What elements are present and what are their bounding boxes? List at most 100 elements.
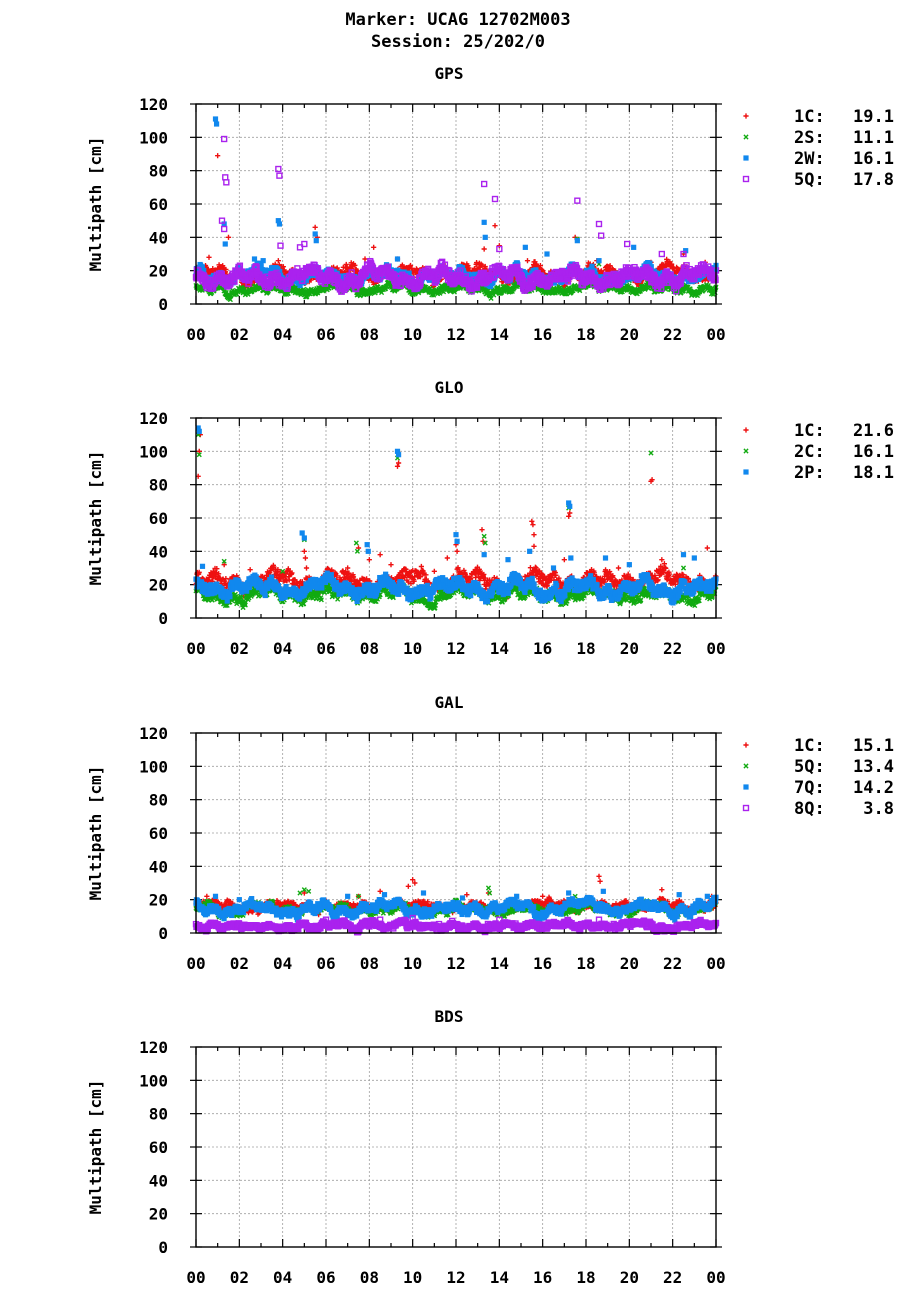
- legend-entry-2w: 2W:: [794, 149, 825, 169]
- x-tick-label: 20: [620, 639, 639, 658]
- data-point: [280, 264, 286, 270]
- data-point: [213, 121, 220, 127]
- y-tick-label: 100: [139, 128, 168, 147]
- data-point: [313, 238, 319, 244]
- x-tick-label: 12: [446, 325, 465, 344]
- x-tick-label: 00: [186, 639, 205, 658]
- x-tick-label: 02: [230, 639, 249, 658]
- chart-title: GLO: [435, 378, 464, 397]
- y-tick-label: 60: [149, 509, 168, 528]
- legend-entry-5q: 5Q:: [794, 170, 825, 190]
- legend-entry-1c: 1C:: [794, 107, 825, 127]
- y-tick-label: 120: [139, 409, 168, 428]
- data-point: [407, 262, 414, 269]
- y-axis-label: Multipath [cm]: [86, 137, 105, 272]
- y-tick-label: 120: [139, 95, 168, 114]
- data-point: [220, 225, 228, 233]
- x-tick-label: 14: [490, 325, 509, 344]
- x-tick-label: 16: [533, 325, 552, 344]
- x-tick-label: 14: [490, 639, 509, 658]
- y-tick-label: 20: [149, 262, 168, 281]
- data-point: [596, 258, 602, 264]
- y-tick-label: 0: [158, 295, 168, 314]
- data-point: [371, 244, 377, 250]
- x-tick-label: 16: [533, 639, 552, 658]
- data-series-group: [192, 116, 720, 303]
- data-point: [215, 153, 221, 159]
- data-point: [334, 265, 340, 271]
- data-point: [352, 262, 358, 268]
- x-tick-label: 00: [706, 639, 725, 658]
- x-tick-label: 22: [663, 325, 682, 344]
- data-point: [524, 258, 531, 264]
- data-point: [276, 221, 283, 227]
- x-tick-label: 00: [706, 325, 725, 344]
- data-point: [658, 250, 666, 258]
- data-point: [206, 254, 212, 260]
- x-tick-label: 18: [576, 639, 595, 658]
- data-point: [223, 179, 230, 186]
- legend-entry-2s: 2S:: [794, 128, 825, 148]
- y-tick-label: 80: [149, 476, 168, 495]
- figure-title-session: Session: 25/202/0: [371, 32, 545, 52]
- data-point: [362, 256, 368, 262]
- data-point: [222, 174, 229, 181]
- x-tick-label: 06: [316, 639, 335, 658]
- data-point: [522, 244, 528, 250]
- data-point: [482, 263, 488, 270]
- y-tick-label: 0: [158, 609, 168, 628]
- x-tick-label: 12: [446, 639, 465, 658]
- data-point: [743, 113, 749, 119]
- data-point: [481, 219, 487, 225]
- x-tick-label: 22: [663, 639, 682, 658]
- x-tick-label: 20: [620, 325, 639, 344]
- x-tick-label: 02: [230, 325, 249, 344]
- x-tick-label: 04: [273, 325, 292, 344]
- data-point: [479, 262, 485, 268]
- data-point: [574, 238, 580, 244]
- data-point: [277, 242, 284, 249]
- data-point: [482, 234, 488, 240]
- data-point: [260, 258, 266, 264]
- data-point: [225, 234, 232, 240]
- data-point: [276, 172, 283, 179]
- data-point: [480, 180, 488, 188]
- x-tick-label: 08: [360, 639, 379, 658]
- y-tick-label: 40: [149, 228, 168, 247]
- y-tick-label: 40: [149, 542, 168, 561]
- y-tick-label: 60: [149, 195, 168, 214]
- data-point: [212, 116, 219, 122]
- data-point: [742, 175, 750, 183]
- data-point: [481, 246, 487, 252]
- x-tick-label: 06: [316, 325, 335, 344]
- legend-value-5q: 17.8: [853, 170, 894, 190]
- data-point: [743, 134, 749, 140]
- y-tick-label: 80: [149, 162, 168, 181]
- legend-value-2w: 16.1: [853, 149, 894, 169]
- data-point: [574, 197, 581, 204]
- data-point: [743, 155, 749, 161]
- figure-title-marker: Marker: UCAG 12702M003: [345, 10, 570, 30]
- data-point: [394, 256, 401, 262]
- data-point: [595, 220, 603, 228]
- chart-title: GPS: [435, 64, 464, 83]
- data-point: [251, 256, 258, 262]
- data-point: [223, 266, 229, 273]
- legend-value-1c: 19.1: [853, 107, 894, 127]
- x-tick-label: 08: [360, 325, 379, 344]
- data-point: [222, 241, 228, 247]
- y-tick-label: 100: [139, 442, 168, 461]
- x-tick-label: 04: [273, 639, 292, 658]
- data-point: [491, 195, 499, 203]
- x-tick-label: 00: [186, 325, 205, 344]
- x-tick-label: 10: [403, 325, 422, 344]
- x-tick-label: 10: [403, 639, 422, 658]
- y-tick-label: 20: [149, 576, 168, 595]
- data-point: [275, 258, 281, 264]
- data-point: [544, 251, 550, 257]
- y-axis-label: Multipath [cm]: [86, 451, 105, 586]
